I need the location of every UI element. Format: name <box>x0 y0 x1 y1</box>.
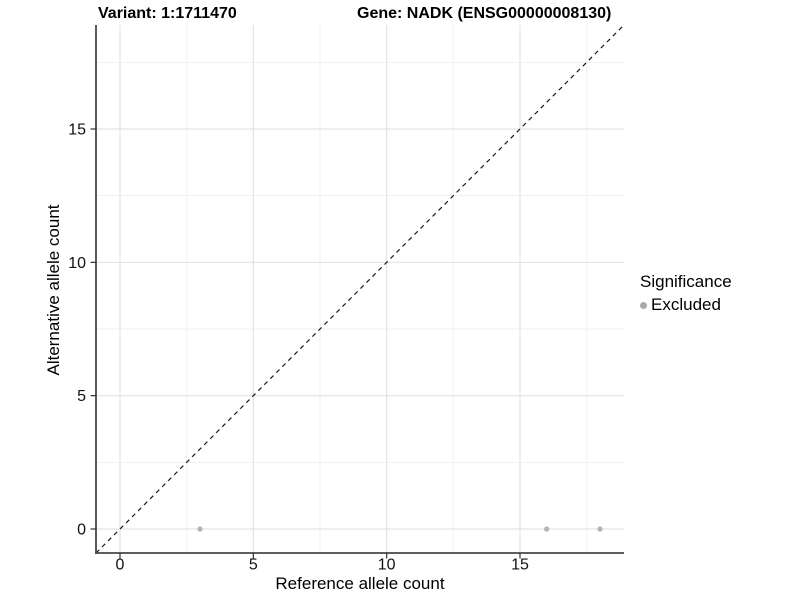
y-tick-label: 10 <box>68 255 86 272</box>
x-tick-label: 0 <box>116 557 125 574</box>
identity-dashed-line <box>95 24 625 554</box>
y-tick-label: 15 <box>68 122 86 139</box>
x-tick-label: 15 <box>511 557 529 574</box>
y-tick-label: 0 <box>77 522 86 539</box>
legend-marker-circle-icon <box>640 301 647 309</box>
legend-title: Significance <box>640 272 732 291</box>
x-tick-label: 5 <box>249 557 258 574</box>
y-axis-label: Alternative allele count <box>44 204 63 376</box>
gene-title: Gene: NADK (ENSG00000008130) <box>357 5 612 22</box>
legend: Significance Excluded <box>640 272 732 315</box>
legend-item-excluded: Excluded <box>640 295 732 315</box>
y-tick-label: 5 <box>77 388 86 405</box>
data-point <box>597 526 603 532</box>
data-point <box>197 526 203 532</box>
variant-title: Variant: 1:1711470 <box>98 5 237 22</box>
legend-item-label: Excluded <box>651 295 721 314</box>
x-axis-label: Reference allele count <box>275 574 445 593</box>
x-tick-label: 10 <box>378 557 396 574</box>
data-point <box>544 526 550 532</box>
